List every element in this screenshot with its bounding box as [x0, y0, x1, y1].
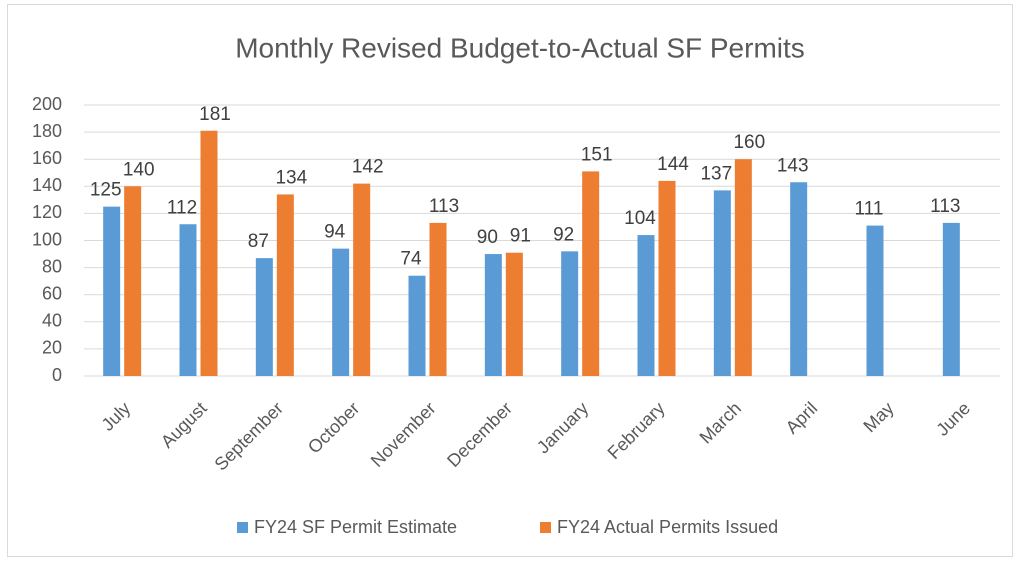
bar [713, 190, 731, 376]
data-label: 140 [123, 159, 155, 180]
data-label: 181 [199, 104, 231, 125]
data-label: 143 [777, 155, 809, 176]
y-tick-label: 180 [32, 121, 62, 141]
data-label: 104 [624, 208, 656, 229]
legend-swatch [237, 522, 248, 533]
bar [429, 222, 447, 376]
bar [353, 183, 371, 376]
y-tick-label: 0 [52, 365, 62, 385]
bar [637, 235, 655, 376]
data-label: 125 [90, 180, 122, 201]
data-label: 151 [581, 144, 613, 165]
chart-title: Monthly Revised Budget-to-Actual SF Perm… [235, 32, 805, 63]
bar [734, 159, 752, 376]
y-tick-label: 20 [42, 338, 62, 358]
data-label: 142 [352, 157, 384, 178]
y-tick-label: 140 [32, 175, 62, 195]
data-label: 94 [324, 222, 346, 243]
y-tick-label: 200 [32, 94, 62, 114]
bar [658, 180, 676, 376]
data-label: 113 [429, 196, 459, 217]
bar [561, 251, 579, 376]
bar [179, 224, 197, 376]
bar [942, 222, 960, 376]
bar [790, 182, 808, 376]
data-label: 90 [477, 227, 498, 248]
bar [582, 171, 600, 376]
data-label: 87 [248, 231, 269, 252]
data-label: 134 [275, 167, 307, 188]
bar [200, 130, 218, 376]
y-tick-label: 120 [32, 202, 62, 222]
y-tick-label: 40 [42, 311, 62, 331]
bar [866, 225, 884, 376]
legend-swatch [540, 522, 551, 533]
data-label: 112 [167, 197, 197, 218]
y-tick-label: 160 [32, 148, 62, 168]
bar [255, 258, 273, 376]
y-tick-label: 80 [42, 256, 62, 276]
data-label: 92 [553, 224, 574, 245]
bar [484, 254, 502, 376]
y-tick-label: 100 [32, 229, 62, 249]
y-tick-label: 60 [42, 283, 62, 303]
data-label: 144 [657, 154, 689, 175]
bar [332, 248, 350, 376]
legend-label: FY24 SF Permit Estimate [254, 517, 457, 537]
bar [103, 206, 121, 376]
bar [276, 194, 294, 376]
legend-label: FY24 Actual Permits Issued [557, 517, 778, 537]
data-label: 137 [700, 163, 732, 184]
data-label: 91 [510, 226, 531, 247]
data-label: 160 [733, 132, 765, 153]
bar [408, 275, 426, 376]
data-label: 113 [930, 196, 960, 217]
bar [124, 186, 142, 376]
bar [505, 252, 523, 376]
data-label: 111 [855, 199, 884, 220]
data-label: 74 [400, 249, 422, 270]
